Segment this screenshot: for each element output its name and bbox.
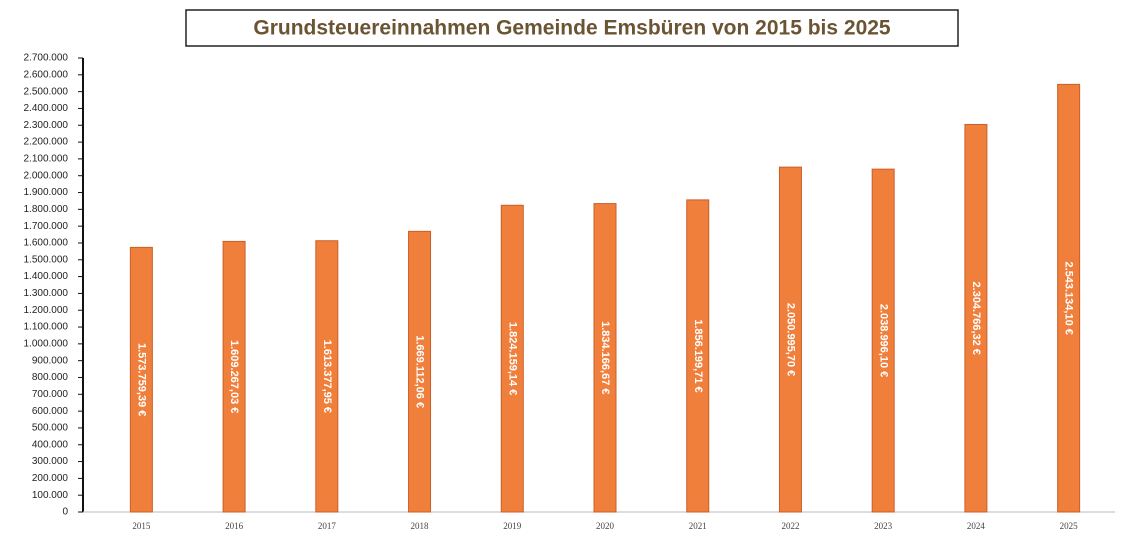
- x-tick-label: 2021: [689, 521, 707, 531]
- y-tick-label: 1.700.000: [24, 221, 69, 232]
- y-tick-label: 1.800.000: [24, 204, 69, 215]
- bar: [593, 203, 617, 513]
- y-tick-label: 2.700.000: [24, 53, 69, 64]
- bar: [1057, 83, 1081, 513]
- bar: [964, 123, 988, 513]
- y-tick-label: 100.000: [32, 490, 69, 501]
- chart-title: Grundsteuereinnahmen Gemeinde Emsbüren v…: [253, 17, 891, 40]
- bar: [778, 166, 802, 513]
- value-label: 2.543.134,10 €: [1063, 261, 1075, 334]
- y-tick-label: 2.000.000: [24, 170, 69, 181]
- x-tick-label: 2022: [781, 521, 799, 531]
- y-tick-label: 1.600.000: [24, 238, 69, 249]
- bar: [871, 168, 895, 513]
- x-tick-label: 2019: [503, 521, 522, 531]
- value-label: 2.304.766,32 €: [970, 282, 982, 355]
- x-tick-label: 2023: [874, 521, 893, 531]
- value-label: 1.834.166,67 €: [599, 321, 611, 394]
- y-tick-label: 0: [62, 507, 68, 518]
- value-label: 1.824.159,14 €: [506, 322, 518, 395]
- y-tick-label: 2.400.000: [24, 103, 69, 114]
- value-label: 1.856.199,71 €: [692, 319, 704, 392]
- y-tick-label: 2.600.000: [24, 69, 69, 80]
- y-tick-label: 1.500.000: [24, 254, 69, 265]
- y-tick-label: 700.000: [32, 389, 69, 400]
- y-tick-label: 500.000: [32, 423, 69, 434]
- value-label: 1.669.112,06 €: [414, 335, 426, 408]
- title-box: [185, 9, 959, 47]
- y-tick-label: 900.000: [32, 355, 69, 366]
- value-label: 1.609.267,03 €: [228, 340, 240, 413]
- x-tick-label: 2017: [318, 521, 337, 531]
- bar: [315, 240, 339, 513]
- y-tick-label: 1.300.000: [24, 288, 69, 299]
- bar: [222, 240, 246, 513]
- y-tick-label: 1.000.000: [24, 338, 69, 349]
- y-tick-label: 2.500.000: [24, 86, 69, 97]
- value-label: 2.038.996,10 €: [877, 304, 889, 377]
- x-tick-label: 2025: [1060, 521, 1079, 531]
- y-tick-label: 400.000: [32, 439, 69, 450]
- x-tick-label: 2016: [225, 521, 244, 531]
- y-tick-label: 600.000: [32, 406, 69, 417]
- value-label: 1.573.759,39 €: [135, 343, 147, 416]
- y-tick-label: 1.900.000: [24, 187, 69, 198]
- y-tick-label: 200.000: [32, 473, 69, 484]
- y-tick-label: 2.300.000: [24, 120, 69, 131]
- y-tick-label: 800.000: [32, 372, 69, 383]
- bar: [408, 230, 432, 513]
- y-tick-label: 2.200.000: [24, 137, 69, 148]
- bar: [500, 204, 524, 513]
- x-tick-label: 2018: [411, 521, 430, 531]
- bar: [129, 246, 153, 513]
- x-tick-label: 2015: [132, 521, 151, 531]
- value-label: 2.050.995,70 €: [785, 303, 797, 376]
- y-tick-label: 1.200.000: [24, 305, 69, 316]
- y-tick-label: 2.100.000: [24, 154, 69, 165]
- y-tick-label: 300.000: [32, 456, 69, 467]
- value-label: 1.613.377,95 €: [321, 340, 333, 413]
- x-tick-label: 2020: [596, 521, 615, 531]
- x-tick-label: 2024: [967, 521, 986, 531]
- y-tick-label: 1.100.000: [24, 322, 69, 333]
- bar: [686, 199, 710, 513]
- y-tick-label: 1.400.000: [24, 271, 69, 282]
